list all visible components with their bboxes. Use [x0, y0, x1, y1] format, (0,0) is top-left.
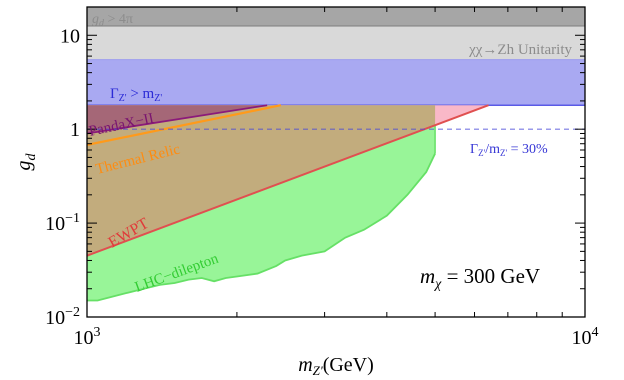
- y-tick-label: 10: [60, 25, 80, 47]
- x-axis-title: mZ'(GeV): [298, 354, 374, 378]
- band-width: [87, 59, 585, 106]
- band-unitarity: [87, 25, 585, 60]
- plot-frame: [86, 6, 586, 318]
- excluded-regions: [87, 105, 489, 301]
- ewpt-line: [87, 104, 489, 257]
- width-band-label: ΓZ' > mZ': [110, 86, 162, 104]
- lhc-excluded-region: [87, 105, 436, 256]
- constraint-lines: [87, 104, 585, 302]
- x-tick-label: 103: [74, 325, 101, 349]
- tick-labels: 103 104 10 1 10−1 10−2: [45, 25, 598, 349]
- thermal-relic-line: [87, 104, 282, 146]
- width-30pct-label: ΓZ'/mZ' = 30%: [470, 142, 548, 158]
- perturbativity-label: gd > 4π: [92, 12, 133, 29]
- unitarity-label: χχ→Zh Unitarity: [468, 42, 572, 58]
- y-tick-label: 10−1: [45, 211, 80, 235]
- y-axis-title: gd: [13, 153, 39, 171]
- lhc-dilepton-curve: [87, 153, 436, 302]
- y-tick-label: 10−2: [45, 305, 80, 329]
- lhc-dilepton-region: [87, 125, 436, 301]
- y-tick-label: 1: [70, 119, 80, 141]
- band-perturbativity: [87, 7, 585, 26]
- plot-area: [87, 7, 585, 317]
- x-tick-label: 104: [572, 325, 599, 349]
- mchi-annotation: mχ = 300 GeV: [420, 264, 540, 292]
